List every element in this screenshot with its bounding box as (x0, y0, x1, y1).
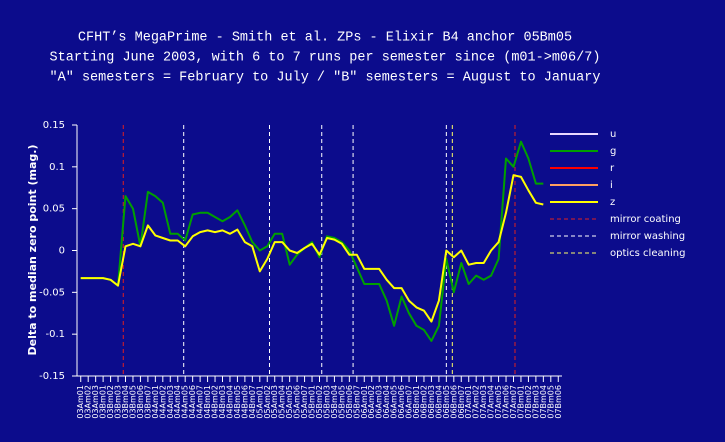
x-tick-label: 07Am04 (487, 385, 496, 419)
x-tick-label: 07Am05 (494, 385, 503, 419)
x-tick-label: 07Am01 (464, 385, 473, 419)
chart-title: CFHT’s MegaPrime - Smith et al. ZPs - El… (78, 31, 572, 46)
x-tick-label: 06Am06 (397, 385, 406, 419)
y-tick-label: 0.15 (43, 120, 65, 131)
x-tick-label: 04Am04 (173, 385, 182, 419)
x-tick-label: 04Am06 (188, 385, 197, 419)
x-tick-label: 05Am07 (300, 385, 309, 419)
x-tick-label: 06Am01 (360, 385, 369, 419)
x-tick-label: 05Bm03 (322, 385, 331, 419)
x-tick-label: 04Am03 (166, 385, 175, 419)
x-tick-label: 06Bm05 (442, 385, 451, 419)
x-tick-label: 04Bm04 (225, 385, 234, 419)
x-tick-label: 07Bm05 (546, 385, 555, 419)
chart-subtitle: "A" semesters = February to July / "B" s… (50, 71, 601, 86)
y-axis-label: Delta to median zero point (mag.) (26, 145, 39, 356)
legend-label: u (610, 129, 616, 140)
chart-subtitle: Starting June 2003, with 6 to 7 runs per… (50, 51, 601, 66)
series-line (80, 174, 544, 323)
x-tick-label: 07Bm02 (524, 385, 533, 419)
x-tick-label: 03Bm07 (143, 385, 152, 419)
x-tick-label: 05Am06 (293, 385, 302, 419)
x-tick-label: 04Bm05 (233, 385, 242, 419)
x-tick-label: 05Am01 (255, 385, 264, 419)
x-tick-label: 03Am02 (84, 385, 93, 419)
x-tick-label: 07Am07 (509, 385, 518, 419)
x-tick-label: 06Am04 (382, 385, 391, 419)
x-tick-label: 05Bm07 (352, 385, 361, 419)
x-tick-label: 06Bm06 (449, 385, 458, 419)
series-line (80, 140, 544, 342)
x-tick-label: 07Bm04 (539, 385, 548, 419)
x-tick-label: 03Bm06 (136, 385, 145, 419)
legend-label: optics cleaning (610, 248, 685, 259)
x-tick-label: 07Bm06 (554, 385, 563, 419)
legend-label: z (610, 197, 615, 208)
y-tick-label: 0 (59, 246, 65, 257)
x-tick-label: 06Bm03 (427, 385, 436, 419)
y-tick-label: -0.15 (39, 371, 65, 382)
x-tick-label: 05Bm06 (345, 385, 354, 419)
x-tick-label: 04Bm01 (203, 385, 212, 419)
y-tick-label: -0.05 (39, 287, 65, 298)
x-tick-label: 06Bm02 (419, 385, 428, 419)
x-tick-label: 05Am03 (270, 385, 279, 419)
x-tick-label: 05Bm02 (315, 385, 324, 419)
x-tick-label: 03Bm04 (121, 385, 130, 419)
x-tick-label: 06Am02 (367, 385, 376, 419)
x-tick-label: 05Am04 (278, 385, 287, 419)
x-tick-label: 06Bm07 (457, 385, 466, 419)
x-tick-label: 05Am02 (263, 385, 272, 419)
legend-label: mirror washing (610, 231, 685, 242)
x-tick-label: 05Am05 (285, 385, 294, 419)
x-tick-label: 07Am03 (479, 385, 488, 419)
y-tick-label: 0.1 (49, 162, 65, 173)
x-tick-label: 03Bm03 (114, 385, 123, 419)
legend-label: r (610, 163, 615, 174)
x-tick-label: 04Am05 (181, 385, 190, 419)
x-tick-label: 04Bm07 (248, 385, 257, 419)
x-tick-label: 07Bm03 (531, 385, 540, 419)
y-tick-label: 0.05 (43, 204, 65, 215)
x-tick-label: 06Bm01 (412, 385, 421, 419)
x-tick-label: 04Bm02 (211, 385, 220, 419)
x-tick-label: 06Bm04 (434, 385, 443, 419)
legend-label: i (610, 180, 613, 191)
x-tick-label: 03Am03 (91, 385, 100, 419)
x-tick-label: 05Bm05 (337, 385, 346, 419)
x-tick-label: 03Am01 (76, 385, 85, 419)
x-tick-label: 04Am07 (196, 385, 205, 419)
y-tick-label: -0.1 (45, 329, 65, 340)
x-tick-label: 04Am02 (158, 385, 167, 419)
x-tick-label: 03Bm05 (128, 385, 137, 419)
x-tick-label: 03Bm01 (99, 385, 108, 419)
x-tick-label: 05Bm04 (330, 385, 339, 419)
legend-label: mirror coating (610, 214, 681, 225)
x-tick-label: 07Am02 (472, 385, 481, 419)
x-tick-label: 04Bm03 (218, 385, 227, 419)
x-tick-label: 04Bm06 (240, 385, 249, 419)
x-tick-label: 04Am01 (151, 385, 160, 419)
x-tick-label: 03Bm02 (106, 385, 115, 419)
x-tick-label: 07Bm01 (516, 385, 525, 419)
x-tick-label: 05Bm01 (308, 385, 317, 419)
x-tick-label: 06Am03 (375, 385, 384, 419)
x-tick-label: 07Am06 (502, 385, 511, 419)
x-tick-label: 06Am07 (405, 385, 414, 419)
x-tick-label: 06Am05 (390, 385, 399, 419)
legend-label: g (610, 146, 616, 157)
